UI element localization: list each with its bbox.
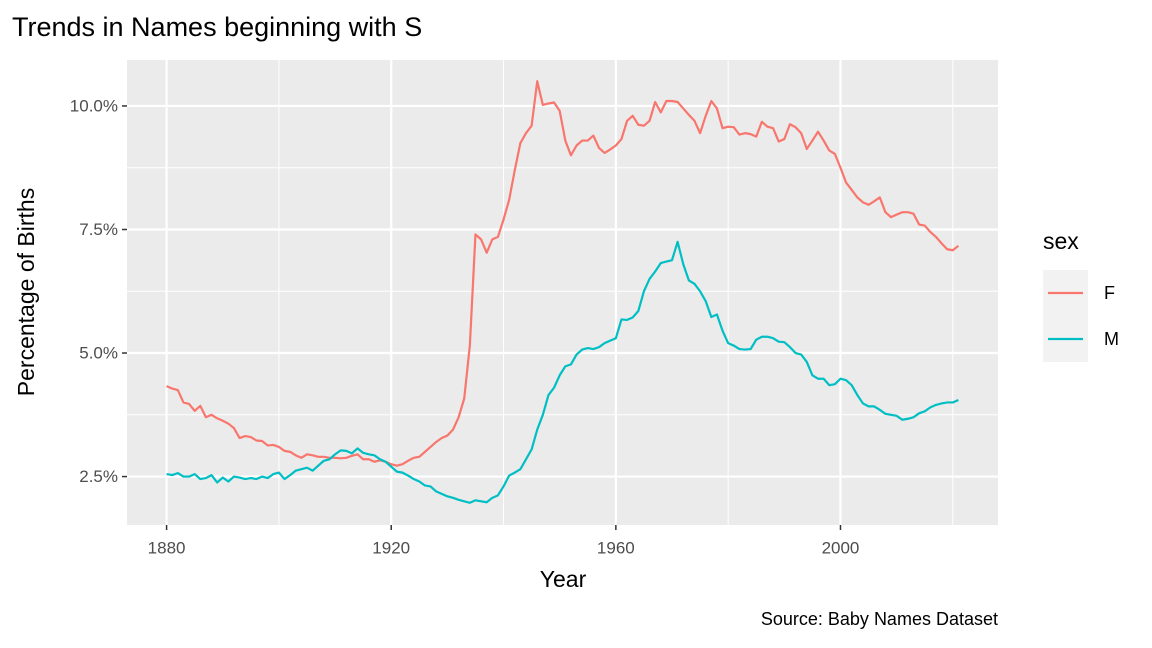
y-axis-title: Percentage of Births (13, 188, 39, 396)
panel (127, 60, 998, 525)
legend-label: F (1104, 283, 1115, 303)
y-tick-label: 10.0% (70, 96, 118, 115)
axes: 1880 1920 1960 2000 2.5% 5.0% 7.5% 10.0% (70, 96, 860, 557)
x-tick-label: 1960 (597, 538, 635, 557)
x-tick-label: 1920 (372, 538, 410, 557)
legend: FM (1043, 270, 1119, 362)
x-tick-label: 2000 (822, 538, 860, 557)
chart-title: Trends in Names beginning with S (12, 12, 422, 42)
caption: Source: Baby Names Dataset (761, 609, 998, 629)
grid (127, 60, 998, 525)
data-line (166, 240, 959, 504)
lines (166, 80, 960, 504)
data-line (166, 80, 960, 467)
y-tick-label: 7.5% (79, 220, 118, 239)
x-axis-title: Year (540, 566, 587, 592)
y-tick-label: 5.0% (79, 344, 118, 363)
y-tick-label: 2.5% (79, 467, 118, 486)
legend-title: sex (1043, 228, 1079, 254)
legend-label: M (1104, 329, 1119, 349)
x-tick-label: 1880 (148, 538, 186, 557)
